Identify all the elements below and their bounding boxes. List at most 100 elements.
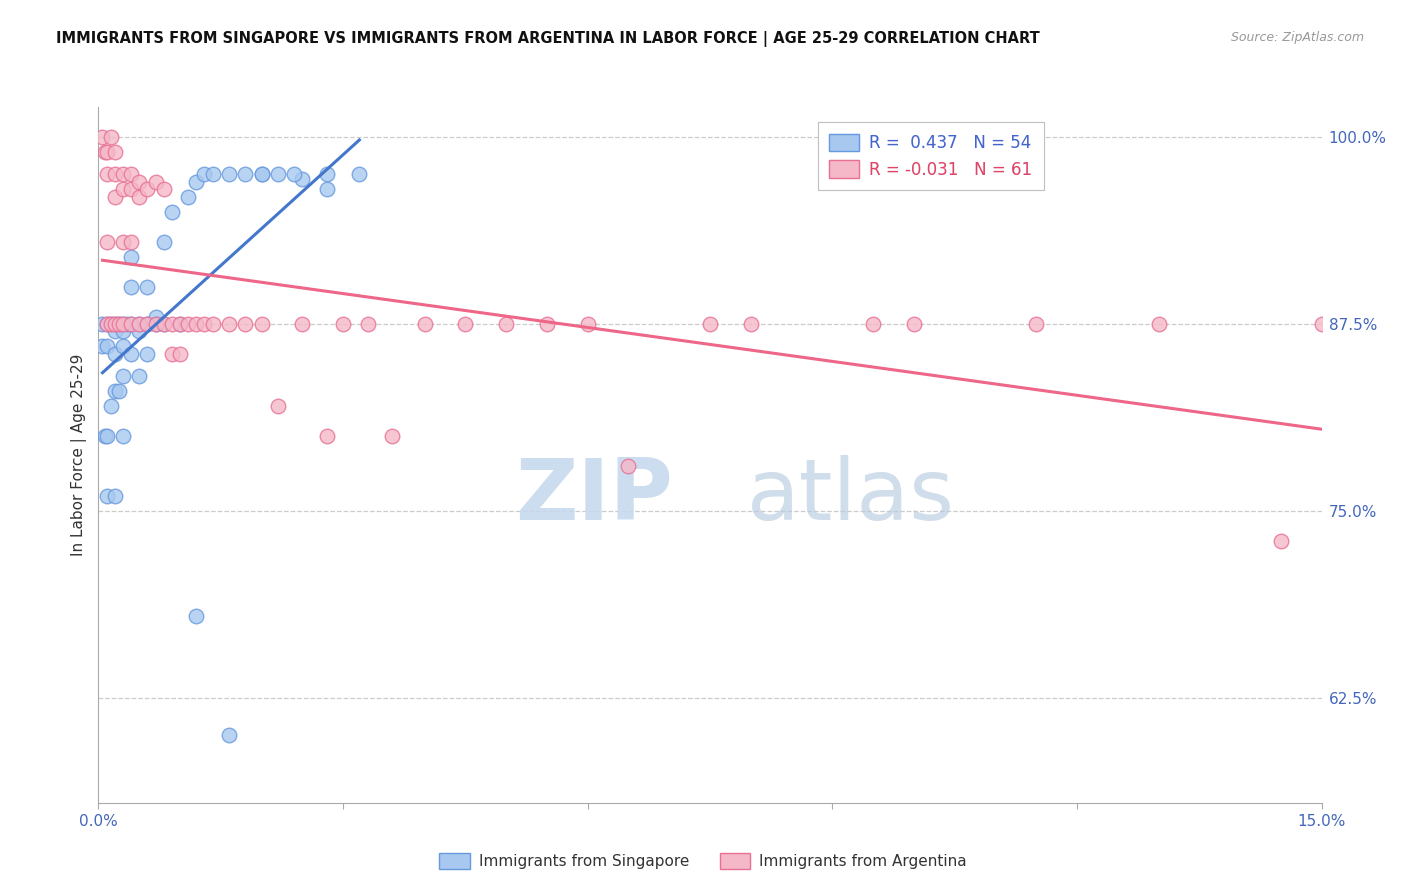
Point [104, 384, 127, 399]
Point [104, 145, 127, 159]
Point [128, 317, 150, 331]
Point [136, 347, 159, 361]
Point [250, 317, 273, 331]
Point [1147, 317, 1170, 331]
Point [160, 204, 183, 219]
Point [169, 317, 191, 331]
Point [108, 317, 131, 331]
Point [186, 317, 208, 331]
Point [104, 347, 127, 361]
Y-axis label: In Labor Force | Age 25-29: In Labor Force | Age 25-29 [72, 354, 87, 556]
Point [699, 317, 721, 331]
Point [128, 190, 150, 204]
Point [104, 190, 127, 204]
Point [100, 317, 122, 331]
Point [267, 399, 290, 413]
Point [128, 175, 150, 189]
Point [120, 279, 142, 293]
Point [315, 167, 337, 181]
Point [315, 429, 337, 443]
Point [108, 317, 131, 331]
Point [177, 317, 200, 331]
Point [152, 317, 174, 331]
Point [218, 317, 240, 331]
Point [152, 317, 174, 331]
Point [250, 167, 273, 181]
Point [96, 317, 118, 331]
Point [903, 317, 925, 331]
Text: Source: ZipAtlas.com: Source: ZipAtlas.com [1230, 31, 1364, 45]
Point [193, 167, 215, 181]
Text: atlas: atlas [747, 455, 955, 538]
Point [96, 429, 118, 443]
Point [111, 429, 134, 443]
Point [250, 167, 273, 181]
Point [96, 145, 118, 159]
Point [128, 317, 150, 331]
Point [120, 317, 142, 331]
Point [152, 182, 174, 196]
Point [201, 167, 224, 181]
Point [96, 167, 118, 181]
Point [495, 317, 517, 331]
Point [617, 459, 640, 474]
Point [100, 399, 122, 413]
Point [111, 339, 134, 353]
Point [94, 429, 117, 443]
Point [1310, 317, 1333, 331]
Point [291, 317, 314, 331]
Point [104, 325, 127, 339]
Point [136, 317, 159, 331]
Point [111, 317, 134, 331]
Point [145, 317, 167, 331]
Point [128, 325, 150, 339]
Point [145, 175, 167, 189]
Point [108, 384, 131, 399]
Point [136, 182, 159, 196]
Point [91, 130, 114, 145]
Point [349, 167, 371, 181]
Point [111, 182, 134, 196]
Point [218, 729, 240, 743]
Point [115, 317, 138, 331]
Point [1025, 317, 1047, 331]
Point [233, 167, 256, 181]
Point [740, 317, 762, 331]
Point [111, 167, 134, 181]
Point [111, 369, 134, 384]
Point [145, 310, 167, 324]
Point [120, 250, 142, 264]
Point [120, 182, 142, 196]
Point [96, 317, 118, 331]
Point [315, 182, 337, 196]
Point [104, 317, 127, 331]
Point [120, 167, 142, 181]
Point [120, 235, 142, 249]
Point [201, 317, 224, 331]
Legend: Immigrants from Singapore, Immigrants from Argentina: Immigrants from Singapore, Immigrants fr… [433, 847, 973, 875]
Point [111, 235, 134, 249]
Point [454, 317, 477, 331]
Point [193, 317, 215, 331]
Point [104, 489, 127, 503]
Point [100, 130, 122, 145]
Point [145, 317, 167, 331]
Point [120, 347, 142, 361]
Point [120, 317, 142, 331]
Point [91, 317, 114, 331]
Point [169, 347, 191, 361]
Point [96, 489, 118, 503]
Point [536, 317, 558, 331]
Point [576, 317, 599, 331]
Legend: R =  0.437   N = 54, R = -0.031   N = 61: R = 0.437 N = 54, R = -0.031 N = 61 [818, 122, 1045, 190]
Point [413, 317, 436, 331]
Point [169, 317, 191, 331]
Text: IMMIGRANTS FROM SINGAPORE VS IMMIGRANTS FROM ARGENTINA IN LABOR FORCE | AGE 25-2: IMMIGRANTS FROM SINGAPORE VS IMMIGRANTS … [56, 31, 1040, 47]
Point [96, 235, 118, 249]
Point [136, 279, 159, 293]
Point [186, 175, 208, 189]
Point [111, 317, 134, 331]
Point [233, 317, 256, 331]
Point [94, 145, 117, 159]
Point [381, 429, 404, 443]
